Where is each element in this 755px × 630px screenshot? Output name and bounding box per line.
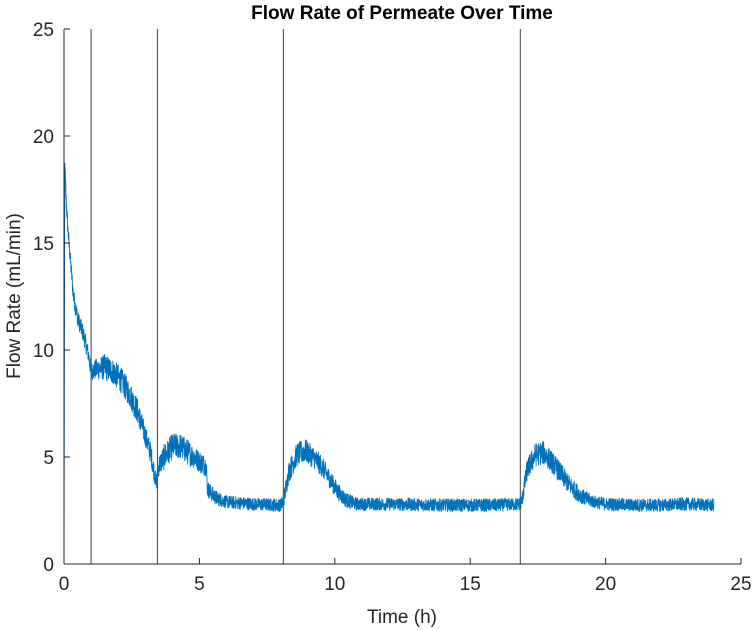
y-tick-label: 10 <box>33 341 54 362</box>
chart-title: Flow Rate of Permeate Over Time <box>251 3 553 24</box>
x-tick-label: 15 <box>460 574 481 595</box>
y-tick-label: 20 <box>33 127 54 148</box>
series-group <box>63 162 715 558</box>
y-tick-label: 15 <box>33 234 54 255</box>
x-tick-label: 25 <box>730 574 751 595</box>
axes <box>63 29 741 565</box>
x-tick-label: 10 <box>324 574 345 595</box>
y-ticks: 0 5 10 15 20 25 <box>33 20 70 576</box>
x-ticks: 0 5 10 15 20 25 <box>59 558 752 595</box>
plot-background <box>64 29 741 564</box>
y-tick-label: 5 <box>43 448 54 469</box>
y-tick-label: 25 <box>33 20 54 41</box>
x-axis-label: Time (h) <box>367 607 437 628</box>
x-tick-label: 5 <box>194 574 205 595</box>
series-line-1 <box>63 162 715 558</box>
y-axis-label: Flow Rate (mL/min) <box>4 213 25 379</box>
y-tick-label: 0 <box>43 555 54 576</box>
plot-area <box>64 29 741 564</box>
x-tick-label: 0 <box>59 574 70 595</box>
x-tick-label: 20 <box>595 574 616 595</box>
